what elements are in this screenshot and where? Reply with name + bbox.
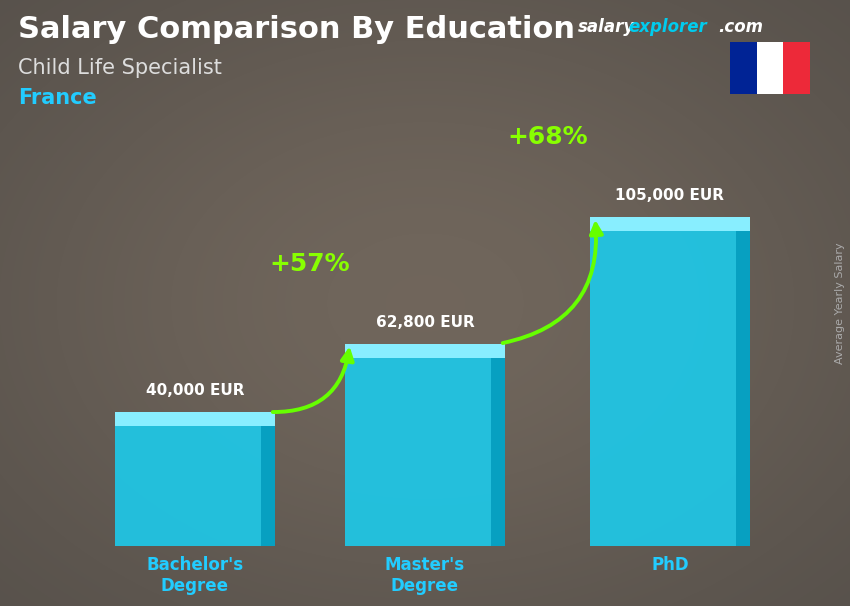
Polygon shape [345, 344, 505, 358]
Text: salary: salary [578, 18, 635, 36]
Text: Bachelor's
Degree: Bachelor's Degree [146, 556, 244, 595]
Polygon shape [491, 358, 505, 546]
Text: 40,000 EUR: 40,000 EUR [145, 383, 244, 398]
Polygon shape [345, 358, 505, 546]
Text: Average Yearly Salary: Average Yearly Salary [835, 242, 845, 364]
Polygon shape [261, 426, 275, 546]
Text: +68%: +68% [507, 125, 588, 149]
Text: Salary Comparison By Education: Salary Comparison By Education [18, 15, 575, 44]
Polygon shape [115, 412, 275, 426]
FancyBboxPatch shape [756, 42, 784, 94]
Text: Master's
Degree: Master's Degree [385, 556, 465, 595]
Polygon shape [590, 217, 750, 231]
Polygon shape [590, 231, 750, 546]
FancyBboxPatch shape [784, 42, 810, 94]
Text: France: France [18, 88, 97, 108]
Text: 105,000 EUR: 105,000 EUR [615, 188, 724, 203]
Polygon shape [115, 426, 275, 546]
Text: 62,800 EUR: 62,800 EUR [376, 315, 474, 330]
FancyBboxPatch shape [730, 42, 756, 94]
Text: PhD: PhD [651, 556, 688, 574]
Text: Child Life Specialist: Child Life Specialist [18, 58, 222, 78]
Polygon shape [736, 231, 750, 546]
Text: +57%: +57% [269, 251, 350, 276]
Text: explorer: explorer [628, 18, 706, 36]
Text: .com: .com [718, 18, 763, 36]
